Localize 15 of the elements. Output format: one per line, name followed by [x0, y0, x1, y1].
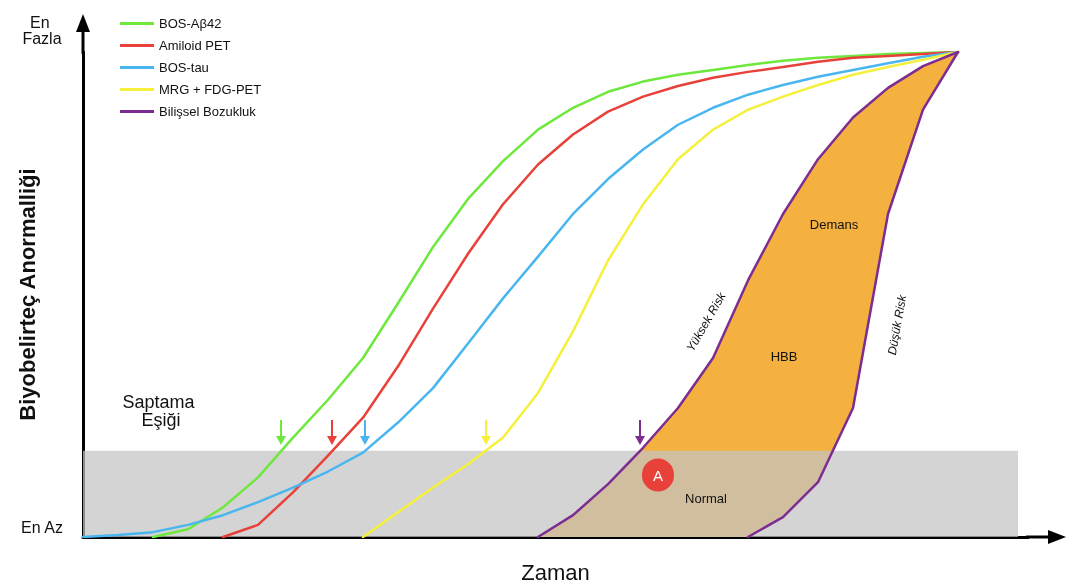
annotation: Demans	[809, 216, 859, 232]
band-label: Saptama Eşiği	[122, 391, 200, 430]
legend-label: BOS-tau	[159, 60, 209, 75]
text: En Fazla	[22, 13, 62, 47]
legend-label: Bilişsel Bozukluk	[159, 104, 257, 119]
y-axis-title: Biyobelirteç Anormalliği	[14, 168, 40, 421]
annotation: A	[652, 466, 664, 484]
legend-label: Amiloid PET	[159, 38, 231, 53]
x-axis-title: Zaman	[521, 559, 590, 585]
annotation: Normal	[685, 490, 728, 506]
legend-label: BOS-Aβ42	[159, 16, 222, 31]
annotation: HBB	[770, 348, 798, 364]
annotation: Düşük Risk	[884, 292, 910, 357]
legend-label: MRG + FDG-PET	[159, 82, 262, 97]
text: En Az	[21, 518, 63, 536]
